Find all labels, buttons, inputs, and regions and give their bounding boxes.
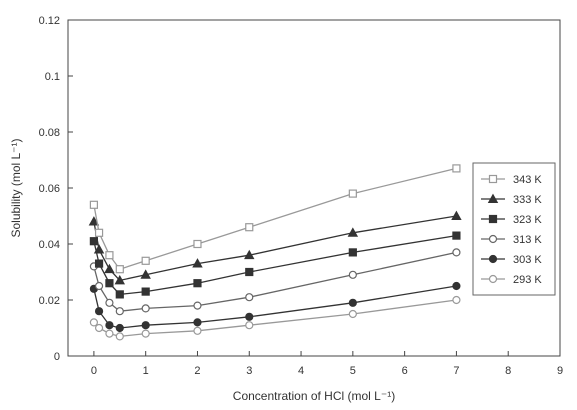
data-point: [348, 270, 357, 279]
data-point: [192, 258, 203, 268]
data-point: [347, 227, 359, 237]
data-point: [105, 279, 114, 288]
data-point: [115, 290, 124, 299]
data-point: [245, 267, 254, 277]
legend-marker: [488, 174, 498, 184]
data-point: [193, 326, 202, 335]
data-point: [94, 228, 104, 237]
x-tick-label: 6: [402, 365, 408, 377]
data-point: [193, 279, 202, 288]
legend-label: 313 K: [513, 234, 542, 246]
data-point: [245, 293, 254, 302]
legend-marker: [488, 234, 498, 244]
legend-box: [472, 162, 556, 296]
y-tick-label: 0.08: [39, 127, 60, 139]
data-point: [89, 318, 98, 327]
legend-marker: [488, 214, 498, 224]
data-point: [88, 216, 100, 226]
data-point: [115, 332, 124, 341]
x-tick-label: 1: [143, 365, 149, 377]
data-point: [114, 274, 126, 285]
data-point: [348, 189, 357, 198]
legend-marker: [487, 193, 499, 203]
data-point: [245, 312, 254, 321]
data-point: [105, 251, 114, 260]
y-tick-label: 0.04: [39, 239, 60, 251]
data-point: [105, 329, 114, 338]
data-point: [115, 323, 124, 333]
data-point: [452, 231, 461, 240]
data-point: [193, 239, 202, 249]
legend-marker: [488, 274, 498, 284]
data-point: [245, 223, 254, 232]
series-line: [93, 215, 457, 282]
y-tick-label: 0.06: [39, 183, 60, 195]
data-point: [140, 269, 151, 279]
data-point: [452, 295, 461, 305]
data-point: [452, 248, 461, 257]
data-point: [115, 265, 124, 274]
data-point: [89, 237, 98, 246]
data-point: [105, 321, 114, 330]
data-point: [141, 256, 150, 265]
y-axis-label: Solubility (mol L⁻¹): [9, 138, 23, 237]
data-point: [94, 323, 104, 333]
data-point: [451, 210, 462, 220]
legend-label: 293 K: [513, 274, 542, 286]
x-tick-label: 5: [350, 365, 356, 377]
data-point: [452, 281, 461, 291]
data-point: [193, 301, 202, 310]
x-tick-label: 9: [557, 365, 563, 377]
x-axis-label: Concentration of HCl (mol L⁻¹): [233, 389, 395, 403]
legend-marker: [488, 254, 498, 264]
x-tick-label: 0: [91, 365, 97, 377]
x-tick-label: 3: [246, 365, 252, 377]
data-point: [193, 318, 202, 327]
data-point: [452, 164, 461, 173]
data-point: [93, 244, 105, 254]
data-point: [141, 287, 150, 296]
legend: 343 K 333 K 323 K 313 K 303 K 293 K: [472, 162, 556, 296]
data-point: [115, 307, 124, 316]
data-point: [141, 304, 150, 313]
data-point: [94, 259, 104, 268]
data-point: [348, 298, 357, 307]
data-point: [94, 281, 104, 291]
y-tick-label: 0.12: [39, 15, 60, 27]
data-point: [245, 321, 254, 330]
y-tick-label: 0.1: [45, 71, 60, 83]
data-point: [89, 200, 98, 209]
legend-label: 323 K: [513, 214, 542, 226]
data-point: [141, 321, 150, 330]
data-point: [104, 263, 115, 274]
y-tick-label: 0: [54, 351, 60, 363]
data-point: [94, 307, 104, 316]
legend-label: 303 K: [513, 254, 542, 266]
data-point: [244, 249, 255, 260]
x-tick-label: 8: [505, 365, 511, 377]
data-point: [141, 329, 150, 338]
data-point: [348, 309, 357, 319]
legend-label: 343 K: [513, 174, 542, 186]
series-line: [93, 167, 457, 270]
x-tick-label: 4: [298, 365, 304, 377]
x-tick-label: 7: [453, 365, 459, 377]
x-tick-label: 2: [194, 365, 200, 377]
data-point: [105, 298, 114, 307]
series-line: [93, 234, 457, 296]
legend-label: 333 K: [513, 194, 542, 206]
y-tick-label: 0.02: [39, 295, 60, 307]
data-point: [348, 248, 357, 257]
